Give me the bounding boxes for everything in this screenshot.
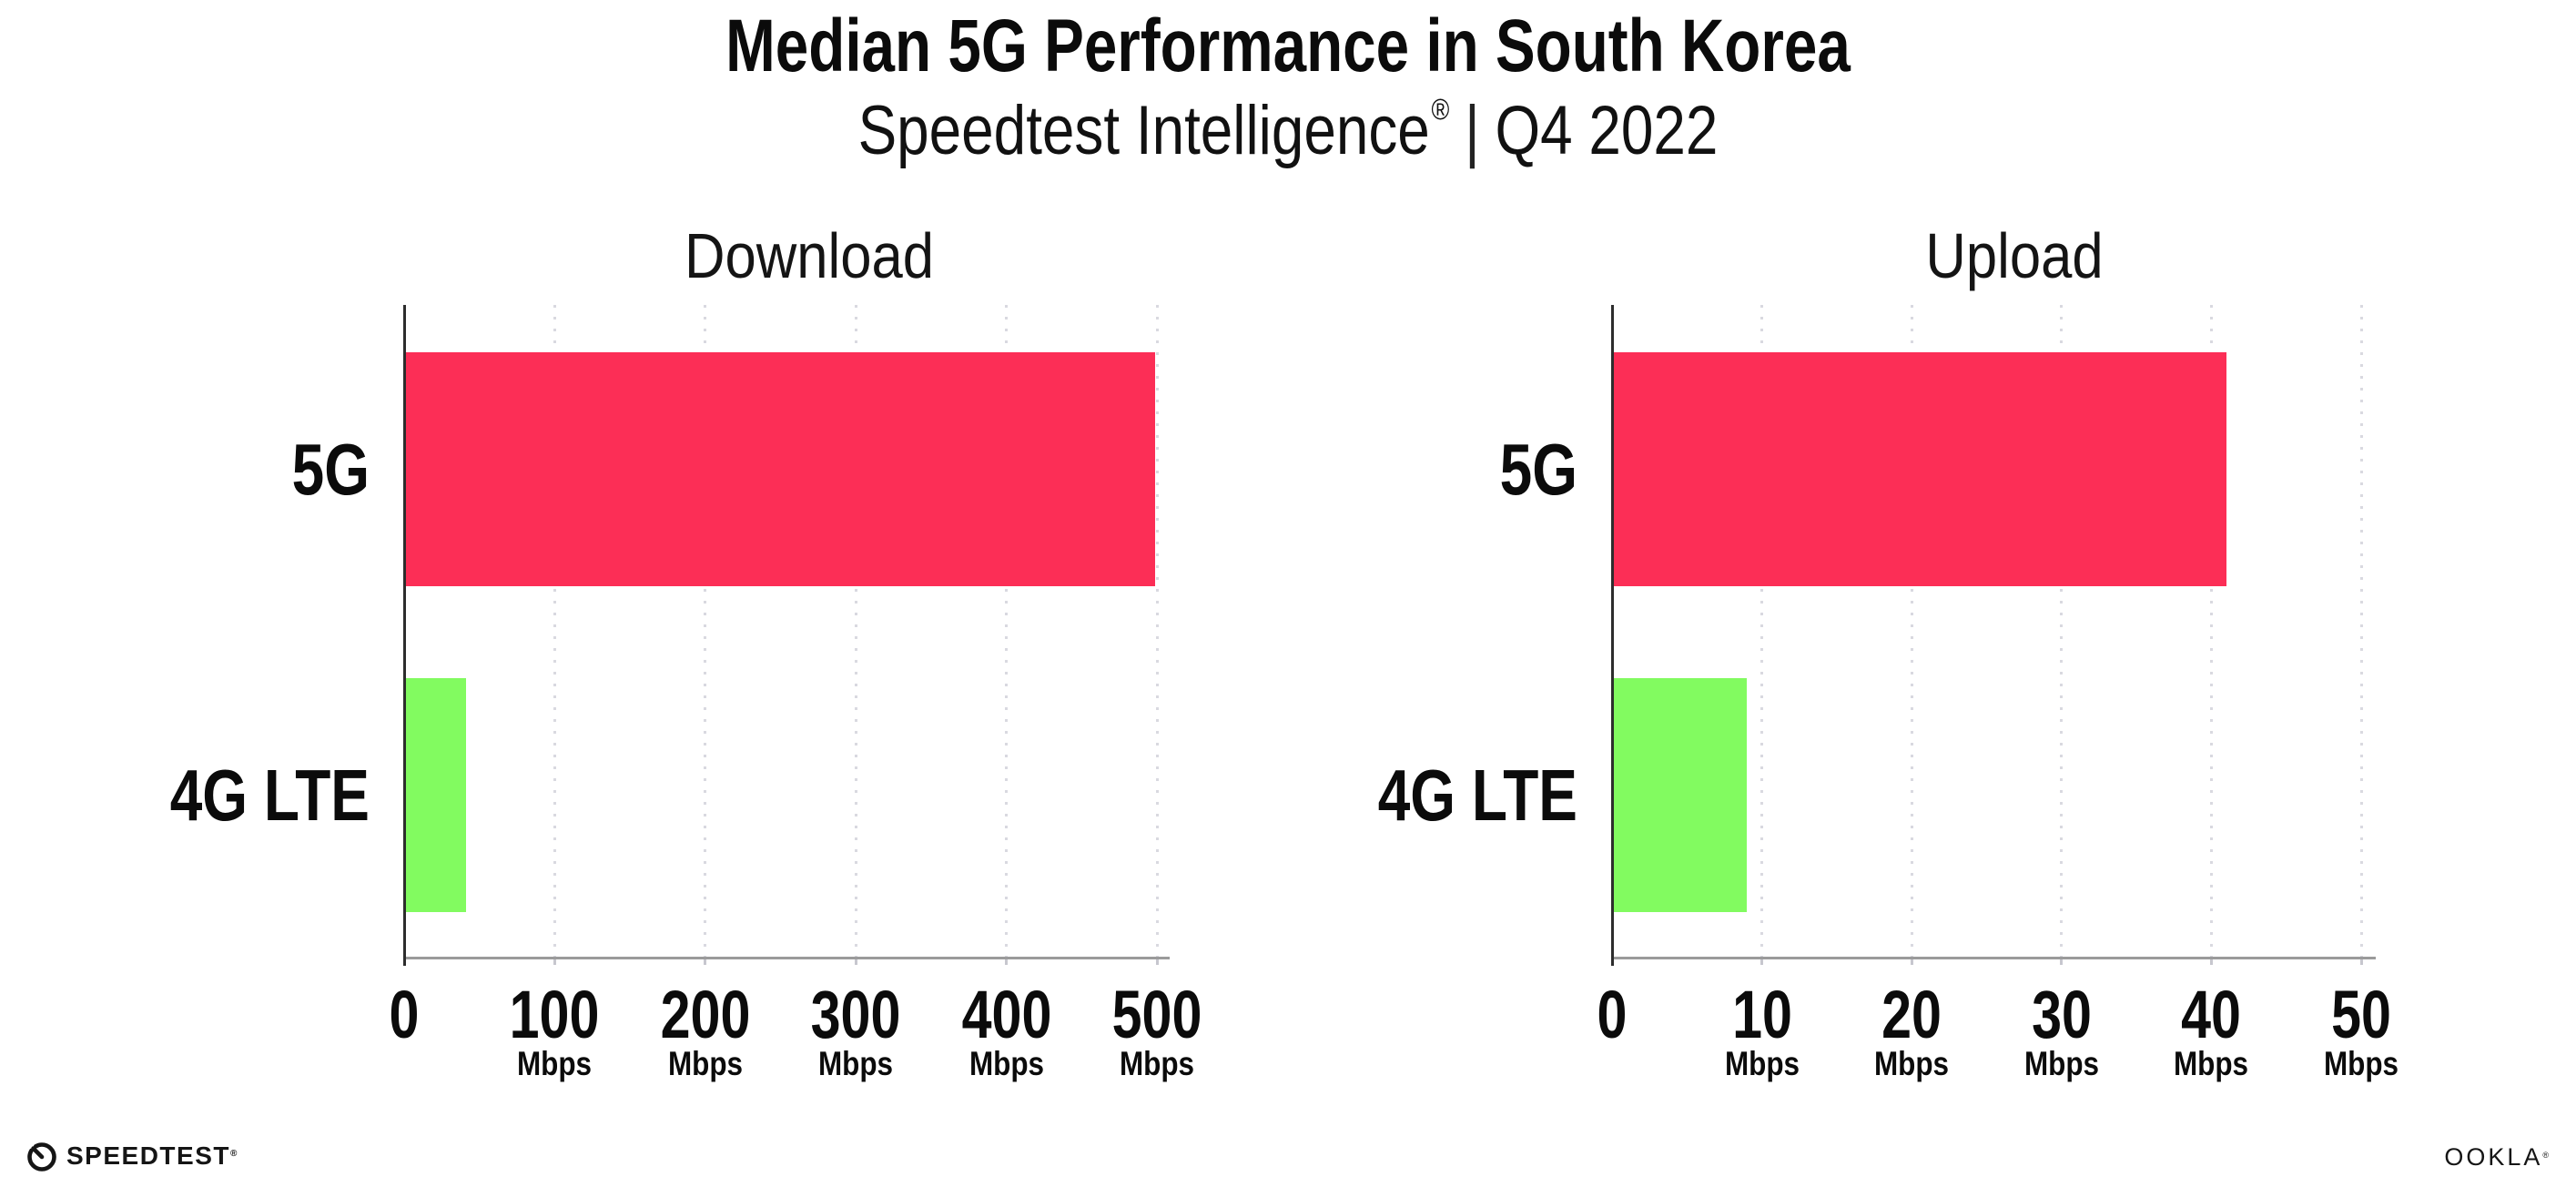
y-axis-line — [402, 305, 406, 966]
registered-trademark-icon: ® — [229, 1149, 238, 1159]
4g-lte-bar — [404, 678, 466, 912]
x-tick-label: 400 — [961, 977, 1051, 1052]
y-axis-line — [1610, 305, 1614, 966]
x-tick-unit-label: Mbps — [2323, 1045, 2399, 1082]
x-tick-unit-label: Mbps — [2023, 1045, 2099, 1082]
5g-bar — [1612, 352, 2226, 586]
registered-trademark-icon: ® — [1431, 93, 1450, 126]
axis-tick-mark — [2209, 959, 2213, 965]
x-tick-label: 0 — [389, 977, 420, 1052]
x-tick-label: 40 — [2181, 977, 2242, 1052]
axis-tick-mark — [1155, 959, 1159, 965]
page-subtitle: Speedtest Intelligence® | Q4 2022 — [858, 93, 1719, 166]
ookla-logo: OOKLA® — [2444, 1145, 2549, 1170]
x-axis-line — [1612, 957, 2376, 959]
gridline — [2359, 305, 2363, 958]
gridline — [553, 305, 556, 958]
axis-tick-mark — [1005, 959, 1009, 965]
x-tick-unit-label: Mbps — [667, 1045, 743, 1082]
x-tick-label: 30 — [2031, 977, 2092, 1052]
subtitle-period: Q4 2022 — [1495, 92, 1719, 169]
axis-tick-mark — [553, 959, 556, 965]
x-tick-unit-label: Mbps — [969, 1045, 1044, 1082]
panel-title: Download — [685, 220, 934, 291]
category-label-4g-lte: 4G LTE — [1377, 754, 1577, 836]
registered-trademark-icon: ® — [2542, 1151, 2549, 1160]
x-tick-label: 300 — [810, 977, 901, 1052]
axis-tick-mark — [2060, 959, 2064, 965]
axis-tick-mark — [2359, 959, 2363, 965]
ookla-wordmark: OOKLA® — [2444, 1143, 2549, 1171]
axis-tick-mark — [854, 959, 857, 965]
gridline — [2060, 305, 2064, 958]
x-tick-label: 20 — [1881, 977, 1942, 1052]
gridline — [1005, 305, 1009, 958]
x-tick-unit-label: Mbps — [2174, 1045, 2249, 1082]
x-tick-label: 200 — [660, 977, 751, 1052]
gridline — [854, 305, 857, 958]
x-tick-unit-label: Mbps — [1874, 1045, 1950, 1082]
x-tick-label: 10 — [1731, 977, 1792, 1052]
x-tick-unit-label: Mbps — [818, 1045, 894, 1082]
speedtest-wordmark: SPEEDTEST® — [66, 1141, 238, 1170]
gridline — [1155, 305, 1159, 958]
x-tick-unit-label: Mbps — [1119, 1045, 1195, 1082]
x-tick-unit-label: Mbps — [1724, 1045, 1800, 1082]
5g-bar — [404, 352, 1156, 586]
4g-lte-bar — [1612, 678, 1748, 912]
panel-title: Upload — [1925, 220, 2104, 291]
axis-tick-mark — [1910, 959, 1913, 965]
gridline — [1910, 305, 1913, 958]
subtitle-brand: Speedtest Intelligence — [857, 92, 1430, 169]
x-tick-label: 50 — [2331, 977, 2391, 1052]
axis-tick-mark — [1760, 959, 1764, 965]
gridline — [1760, 305, 1764, 958]
x-tick-label: 100 — [510, 977, 600, 1052]
x-axis-line — [404, 957, 1170, 959]
category-label-5g: 5G — [1499, 428, 1577, 510]
x-tick-label: 500 — [1111, 977, 1202, 1052]
speedtest-gauge-icon — [27, 1142, 56, 1172]
x-tick-unit-label: Mbps — [517, 1045, 593, 1082]
page-title: Median 5G Performance in South Korea — [725, 5, 1851, 87]
gridline — [2209, 305, 2213, 958]
category-label-4g-lte: 4G LTE — [169, 754, 370, 836]
category-label-5g: 5G — [291, 428, 370, 510]
x-tick-label: 0 — [1597, 977, 1628, 1052]
axis-tick-mark — [704, 959, 707, 965]
gridline — [704, 305, 707, 958]
speedtest-logo: SPEEDTEST® — [25, 1140, 237, 1172]
subtitle-divider: | — [1465, 92, 1480, 169]
